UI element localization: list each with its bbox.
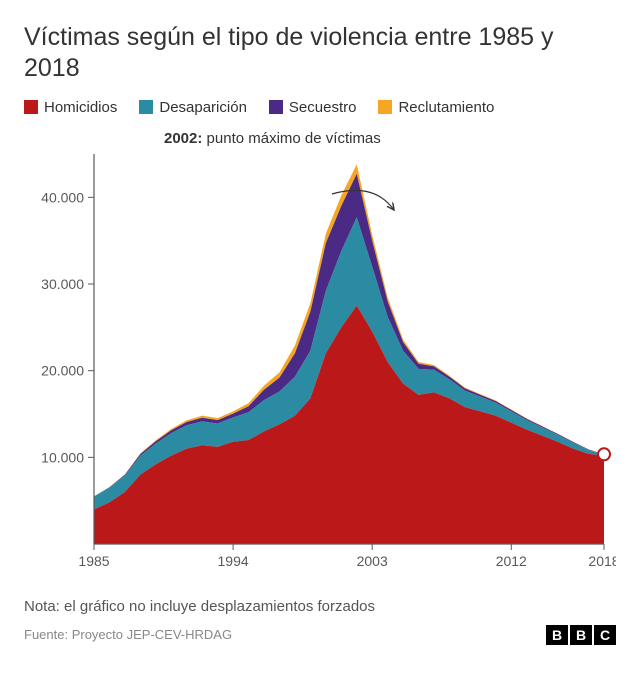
legend-label: Reclutamiento: [398, 99, 494, 116]
annotation-bold: 2002:: [164, 130, 202, 147]
legend-swatch: [24, 100, 38, 114]
legend-swatch: [378, 100, 392, 114]
y-tick-label: 20.000: [41, 362, 84, 378]
legend-label: Desaparición: [159, 99, 247, 116]
legend-label: Homicidios: [44, 99, 117, 116]
bbc-block: B: [546, 625, 568, 645]
bbc-block: B: [570, 625, 592, 645]
x-tick-label: 1994: [218, 553, 249, 569]
x-tick-label: 1985: [78, 553, 109, 569]
chart-title: Víctimas según el tipo de violencia entr…: [24, 22, 616, 85]
x-tick-label: 2003: [357, 553, 388, 569]
legend-item: Homicidios: [24, 99, 117, 116]
chart-annotation: 2002: punto máximo de víctimas: [164, 130, 381, 149]
legend-swatch: [139, 100, 153, 114]
y-tick-label: 10.000: [41, 449, 84, 465]
legend-item: Desaparición: [139, 99, 247, 116]
legend-item: Secuestro: [269, 99, 357, 116]
y-tick-label: 30.000: [41, 276, 84, 292]
bbc-block: C: [594, 625, 616, 645]
x-tick-label: 2012: [496, 553, 527, 569]
chart-svg: 10.000 20.000 30.000 40.000 1985 1994 2003 2012…: [24, 124, 616, 584]
source-text: Fuente: Proyecto JEP-CEV-HRDAG: [24, 627, 232, 642]
annotation-text: punto máximo de víctimas: [202, 130, 380, 147]
legend-item: Reclutamiento: [378, 99, 494, 116]
legend-swatch: [269, 100, 283, 114]
end-marker: [598, 448, 610, 460]
bbc-logo: BBC: [546, 625, 616, 645]
y-tick-label: 40.000: [41, 189, 84, 205]
legend: Homicidios Desaparición Secuestro Reclutami…: [24, 99, 616, 116]
x-tick-label: 2018: [588, 553, 616, 569]
chart-note: Nota: el gráfico no incluye desplazamien…: [24, 598, 616, 615]
legend-label: Secuestro: [289, 99, 357, 116]
chart: 2002: punto máximo de víctimas 10.000 20.…: [24, 124, 616, 584]
